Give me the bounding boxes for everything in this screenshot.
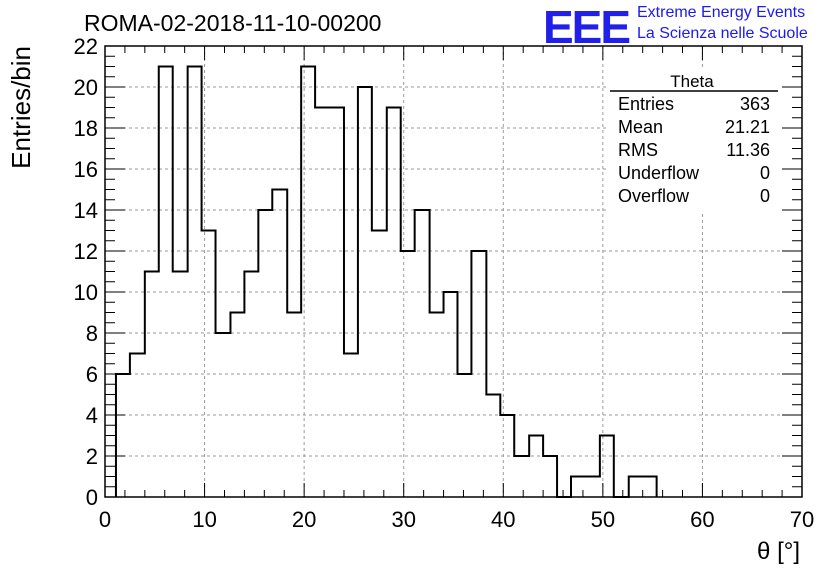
x-tick-label: 40	[491, 507, 515, 532]
x-axis-label: θ [°]	[757, 538, 800, 565]
x-tick-label: 30	[391, 507, 415, 532]
chart-title: ROMA-02-2018-11-10-00200	[84, 10, 382, 36]
y-tick-label: 6	[86, 362, 98, 387]
y-tick-label: 8	[86, 321, 98, 346]
eee-logo: EEE	[543, 1, 631, 53]
stats-label: RMS	[618, 140, 658, 160]
stats-value: 0	[760, 163, 770, 183]
y-tick-label: 10	[74, 280, 98, 305]
stats-box-bg	[606, 70, 782, 212]
stats-value: 363	[740, 94, 770, 114]
y-tick-label: 16	[74, 157, 98, 182]
y-tick-label: 0	[86, 485, 98, 510]
y-axis-label: Entries/bin	[6, 46, 36, 169]
stats-value: 0	[760, 186, 770, 206]
stats-label: Mean	[618, 117, 663, 137]
y-tick-label: 18	[74, 116, 98, 141]
x-tick-label: 0	[99, 507, 111, 532]
y-tick-label: 4	[86, 403, 98, 428]
histogram-outline	[114, 65, 658, 498]
y-tick-label: 14	[74, 198, 98, 223]
y-tick-label: 20	[74, 75, 98, 100]
stats-label: Overflow	[618, 186, 690, 206]
logo-line-2: La Scienza nelle Scuole	[637, 25, 808, 42]
y-tick-label: 2	[86, 444, 98, 469]
y-tick-label: 22	[74, 34, 98, 59]
x-tick-label: 10	[192, 507, 216, 532]
x-tick-label: 60	[690, 507, 714, 532]
stats-label: Entries	[618, 94, 674, 114]
y-tick-label: 12	[74, 239, 98, 264]
stats-label: Underflow	[618, 163, 700, 183]
logo-line-1: Extreme Energy Events	[637, 4, 806, 21]
x-tick-label: 70	[790, 507, 814, 532]
x-tick-label: 50	[591, 507, 615, 532]
stats-title: Theta	[670, 72, 714, 91]
stats-value: 11.36	[726, 140, 770, 160]
x-tick-label: 20	[292, 507, 316, 532]
stats-value: 21.21	[725, 117, 770, 137]
